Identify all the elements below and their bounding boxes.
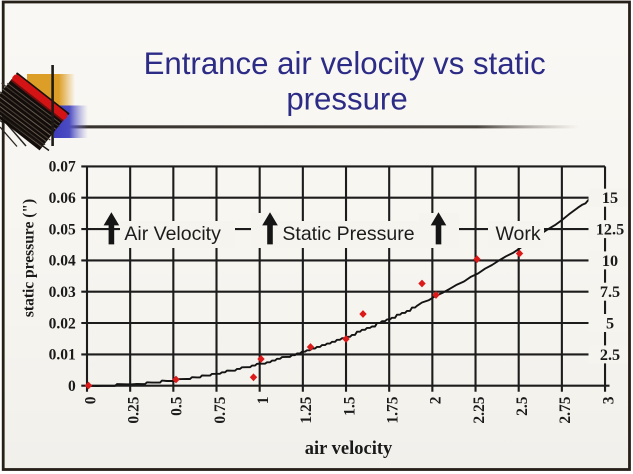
svg-text:0.25: 0.25 <box>126 396 143 423</box>
svg-text:0: 0 <box>82 396 99 404</box>
svg-text:15: 15 <box>602 189 618 207</box>
svg-text:0.03: 0.03 <box>49 284 76 301</box>
svg-text:0.05: 0.05 <box>49 221 76 238</box>
svg-text:air velocity: air velocity <box>305 439 393 459</box>
svg-text:1.25: 1.25 <box>298 396 315 423</box>
svg-text:pressure: pressure <box>286 81 407 116</box>
svg-text:Entrance air velocity vs stati: Entrance air velocity vs static <box>144 46 546 81</box>
svg-text:2: 2 <box>428 396 445 404</box>
svg-text:1.5: 1.5 <box>341 396 358 416</box>
svg-text:0.02: 0.02 <box>49 315 76 332</box>
svg-text:static pressure ("): static pressure (") <box>21 199 38 317</box>
svg-text:7.5: 7.5 <box>600 283 620 301</box>
svg-text:Air Velocity: Air Velocity <box>124 223 221 245</box>
svg-text:10: 10 <box>602 252 618 270</box>
svg-text:0.07: 0.07 <box>49 159 76 176</box>
svg-text:1: 1 <box>255 397 272 405</box>
svg-text:3: 3 <box>600 396 617 404</box>
svg-text:0.04: 0.04 <box>49 253 76 270</box>
svg-text:2.75: 2.75 <box>557 396 574 423</box>
svg-text:Work: Work <box>496 223 541 245</box>
svg-text:0.06: 0.06 <box>49 190 76 207</box>
svg-text:0: 0 <box>68 378 76 395</box>
svg-text:2.5: 2.5 <box>514 396 531 416</box>
svg-text:5: 5 <box>606 315 614 333</box>
svg-text:2.5: 2.5 <box>600 346 620 364</box>
svg-text:0.75: 0.75 <box>212 396 229 423</box>
svg-text:1.75: 1.75 <box>385 396 402 423</box>
svg-text:2.25: 2.25 <box>471 396 488 423</box>
svg-text:0.01: 0.01 <box>49 347 76 364</box>
svg-text:12.5: 12.5 <box>596 221 624 239</box>
svg-text:Static Pressure: Static Pressure <box>282 223 414 245</box>
svg-text:0.5: 0.5 <box>169 396 186 416</box>
